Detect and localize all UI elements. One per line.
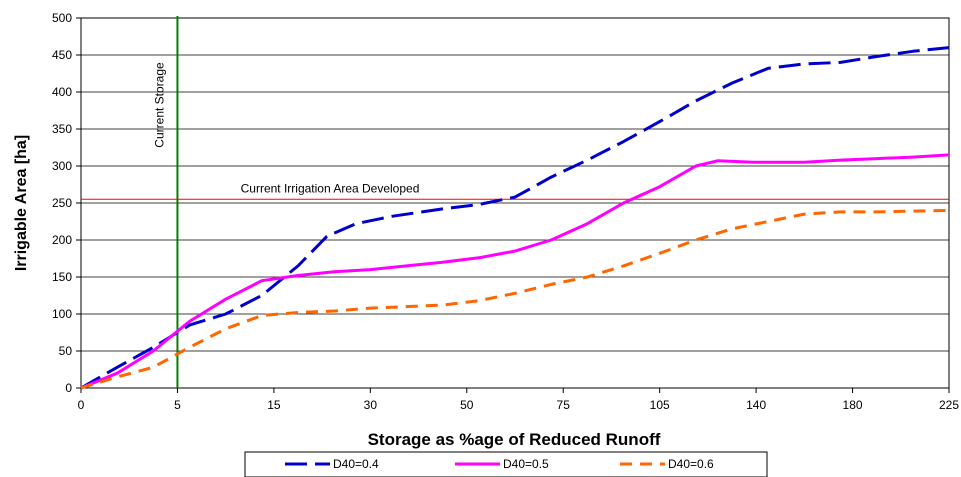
x-axis-title: Storage as %age of Reduced Runoff [368, 430, 661, 449]
x-tick-label: 0 [78, 398, 85, 412]
legend-box [244, 451, 768, 477]
series-line-2 [80, 153, 950, 390]
y-tick-label: 500 [52, 11, 72, 25]
x-tick-label: 50 [460, 398, 474, 412]
series [80, 46, 950, 390]
y-tick-label: 350 [52, 122, 72, 136]
x-tick-label: 75 [557, 398, 571, 412]
axes [76, 17, 950, 393]
y-tick-label: 250 [52, 196, 72, 210]
y-tick-label: 200 [52, 233, 72, 247]
annotations: Current Storage Current Irrigation Area D… [81, 16, 949, 388]
x-tick-label: 225 [939, 398, 959, 412]
x-tick-label: 180 [843, 398, 863, 412]
series-line-1 [80, 46, 950, 390]
y-tick-label: 450 [52, 48, 72, 62]
tick-labels: 0 50 100 150 200 250 300 350 400 450 500 0 5 15 30 50 75… [52, 11, 959, 412]
x-tick-label: 5 [174, 398, 181, 412]
legend-label: D40=0.4 [333, 457, 379, 471]
x-tick-label: 105 [650, 398, 670, 412]
reference-line-label: Current Storage [152, 62, 166, 148]
y-axis-title: Irrigable Area [ha] [13, 135, 30, 271]
x-tick-label: 140 [746, 398, 766, 412]
legend-label: D40=0.5 [503, 457, 549, 471]
y-tick-label: 300 [52, 159, 72, 173]
legend-label: D40=0.6 [668, 457, 714, 471]
series-line-3 [80, 208, 950, 390]
y-tick-label: 0 [65, 381, 72, 395]
y-tick-label: 50 [59, 344, 73, 358]
x-tick-label: 15 [267, 398, 281, 412]
y-tick-label: 150 [52, 270, 72, 284]
reference-line-label: Current Irrigation Area Developed [241, 181, 420, 195]
y-tick-label: 100 [52, 307, 72, 321]
y-tick-label: 400 [52, 85, 72, 99]
x-tick-label: 30 [364, 398, 378, 412]
legend: D40=0.4 D40=0.5 D40=0.6 [244, 451, 768, 477]
